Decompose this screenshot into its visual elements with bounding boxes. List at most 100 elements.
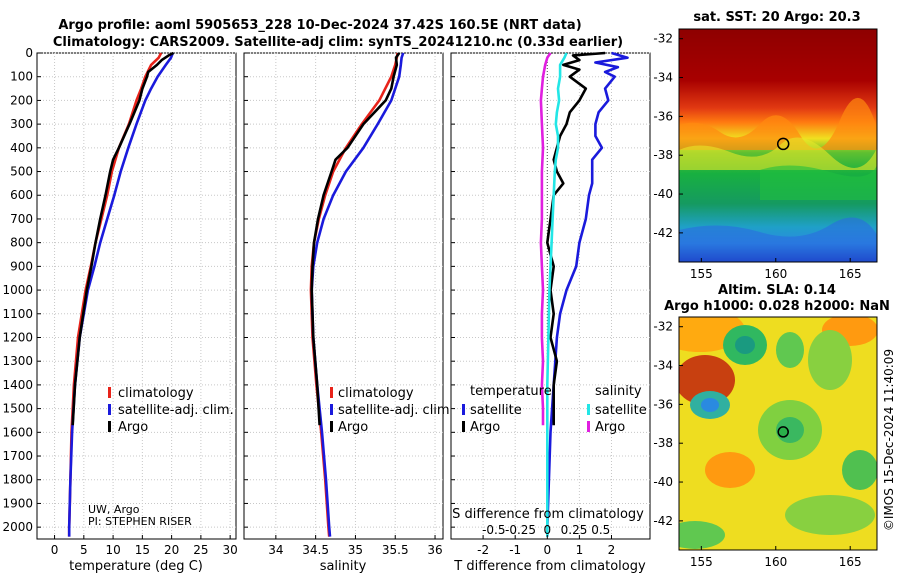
legend-swatch-sat-temp bbox=[462, 404, 465, 415]
map-ytick-label: -36 bbox=[653, 397, 673, 411]
legend-label-argo-sal: Argo bbox=[595, 420, 625, 435]
legend-label-sat-temp: satellite bbox=[470, 403, 522, 418]
sla-map-field bbox=[679, 317, 877, 550]
legend-swatch-argo bbox=[108, 421, 111, 432]
xtick-label: -1 bbox=[509, 543, 521, 557]
xtick-label: 15 bbox=[135, 543, 150, 557]
difference-legend: temperature salinity satellite Argo sate… bbox=[462, 384, 647, 435]
map-xtick-label: 160 bbox=[764, 267, 787, 281]
legend-label-climatology: climatology bbox=[338, 386, 414, 401]
salinity-xlabel: salinity bbox=[320, 559, 367, 574]
credit-line2: PI: STEPHEN RISER bbox=[88, 515, 192, 528]
credit-line1: UW, Argo bbox=[88, 503, 140, 516]
series-line-satellite-salinity bbox=[545, 52, 568, 537]
legend-swatch-argo bbox=[330, 421, 333, 432]
map-xtick-label: 160 bbox=[764, 555, 787, 569]
map-xtick-label: 165 bbox=[839, 267, 862, 281]
sst-front-band bbox=[679, 97, 877, 150]
xtick-label: 30 bbox=[223, 543, 238, 557]
map-ytick-label: -32 bbox=[653, 320, 673, 334]
ytick-label: 700 bbox=[10, 212, 33, 226]
sst-map-frame bbox=[678, 28, 878, 263]
xtick-label: 0 bbox=[51, 543, 59, 557]
map-ytick-label: -40 bbox=[653, 475, 673, 489]
legend-label-sat-sal: satellite bbox=[595, 403, 647, 418]
sla-map-title-line1: Altim. SLA: 0.14 bbox=[718, 283, 836, 298]
copyright-stamp: ©IMOS 15-Dec-2024 11:40:09 bbox=[882, 349, 896, 531]
sla-map-frame bbox=[678, 316, 878, 551]
xtick-label: 10 bbox=[105, 543, 120, 557]
ytick-label: 1600 bbox=[2, 425, 33, 439]
legend-title-temperature: temperature bbox=[470, 384, 552, 399]
salinity-legend: climatology satellite-adj. clim. Argo bbox=[330, 386, 454, 435]
ytick-label: 100 bbox=[10, 70, 33, 84]
sla-argo-location-marker bbox=[777, 426, 789, 438]
temperature-legend: climatology satellite-adj. clim. Argo bbox=[108, 386, 234, 435]
xtick-label: 35.5 bbox=[382, 543, 409, 557]
sla-blob bbox=[701, 398, 719, 412]
sst-map-panel: sat. SST: 20 Argo: 20.3 155 160 165 -32 -34 -… bbox=[653, 10, 878, 281]
xtick-label: 34.5 bbox=[302, 543, 329, 557]
ytick-label: 600 bbox=[10, 188, 33, 202]
legend-swatch-satellite bbox=[108, 404, 111, 415]
xtick-label: -2 bbox=[477, 543, 489, 557]
temperature-profile-panel: 0100200300400500600700800900100011001200… bbox=[2, 46, 237, 574]
legend-swatch-argo-temp bbox=[462, 421, 465, 432]
xtick-label: 0 bbox=[543, 543, 551, 557]
legend-swatch-climatology bbox=[330, 387, 333, 398]
ytick-label: 900 bbox=[10, 259, 33, 273]
legend-swatch-climatology bbox=[108, 387, 111, 398]
map-xtick-label: 155 bbox=[690, 555, 713, 569]
xtick-top-label: 0 bbox=[543, 523, 551, 537]
sla-blob bbox=[679, 355, 735, 405]
xtick-top-label: -0.25 bbox=[505, 523, 536, 537]
map-ytick-label: -38 bbox=[653, 148, 673, 162]
series-line-argo bbox=[310, 52, 401, 426]
ytick-label: 1700 bbox=[2, 449, 33, 463]
xtick-label: 20 bbox=[164, 543, 179, 557]
xtick-label: 25 bbox=[193, 543, 208, 557]
difference-profile-panel: -2 -1 0 1 2 -0.5 -0.25 0 0.25 0.5 T difference fr… bbox=[450, 51, 651, 574]
legend-swatch-argo-sal bbox=[587, 421, 590, 432]
xtick-label: 5 bbox=[80, 543, 88, 557]
map-ytick-label: -36 bbox=[653, 109, 673, 123]
xtick-top-label: 0.25 bbox=[561, 523, 588, 537]
difference-xlabel: T difference from climatology bbox=[453, 559, 646, 574]
sst-blue-band bbox=[679, 217, 877, 262]
ytick-label: 1400 bbox=[2, 378, 33, 392]
legend-label-argo-temp: Argo bbox=[470, 420, 500, 435]
sla-blob bbox=[735, 336, 755, 354]
map-ytick-label: -32 bbox=[653, 32, 673, 46]
sst-argo-location-marker bbox=[776, 137, 790, 151]
xtick-label: 2 bbox=[608, 543, 616, 557]
legend-label-climatology: climatology bbox=[118, 386, 194, 401]
legend-swatch-satellite bbox=[330, 404, 333, 415]
map-xtick-label: 155 bbox=[690, 267, 713, 281]
difference-xlabel-top: S difference from climatology bbox=[452, 507, 644, 522]
legend-swatch-sat-sal bbox=[587, 404, 590, 415]
map-ytick-label: -42 bbox=[653, 226, 673, 240]
ytick-label: 0 bbox=[25, 46, 33, 60]
xtick-label: 34 bbox=[268, 543, 283, 557]
ytick-label: 1000 bbox=[2, 283, 33, 297]
ytick-label: 1100 bbox=[2, 307, 33, 321]
sst-transition-band bbox=[679, 137, 877, 170]
ytick-label: 1800 bbox=[2, 473, 33, 487]
map-xtick-label: 165 bbox=[839, 555, 862, 569]
xtick-label: 36 bbox=[427, 543, 442, 557]
series-line-argo-salinity bbox=[539, 52, 552, 426]
ytick-label: 1900 bbox=[2, 496, 33, 510]
map-ytick-label: -40 bbox=[653, 187, 673, 201]
sla-blob bbox=[785, 495, 875, 535]
xtick-top-label: -0.5 bbox=[482, 523, 505, 537]
legend-label-argo: Argo bbox=[118, 420, 148, 435]
ytick-label: 400 bbox=[10, 141, 33, 155]
sla-blob bbox=[808, 330, 852, 390]
sst-map-title: sat. SST: 20 Argo: 20.3 bbox=[693, 10, 860, 25]
sst-green-patch bbox=[760, 165, 877, 200]
ytick-label: 1300 bbox=[2, 354, 33, 368]
series-line-argo bbox=[71, 51, 174, 426]
salinity-profile-panel: 34 34.5 35 35.5 36 salinity climatology sate… bbox=[243, 52, 454, 574]
sla-blob bbox=[776, 332, 804, 368]
figure-title-line2: Climatology: CARS2009. Satellite-adj cli… bbox=[53, 35, 623, 50]
